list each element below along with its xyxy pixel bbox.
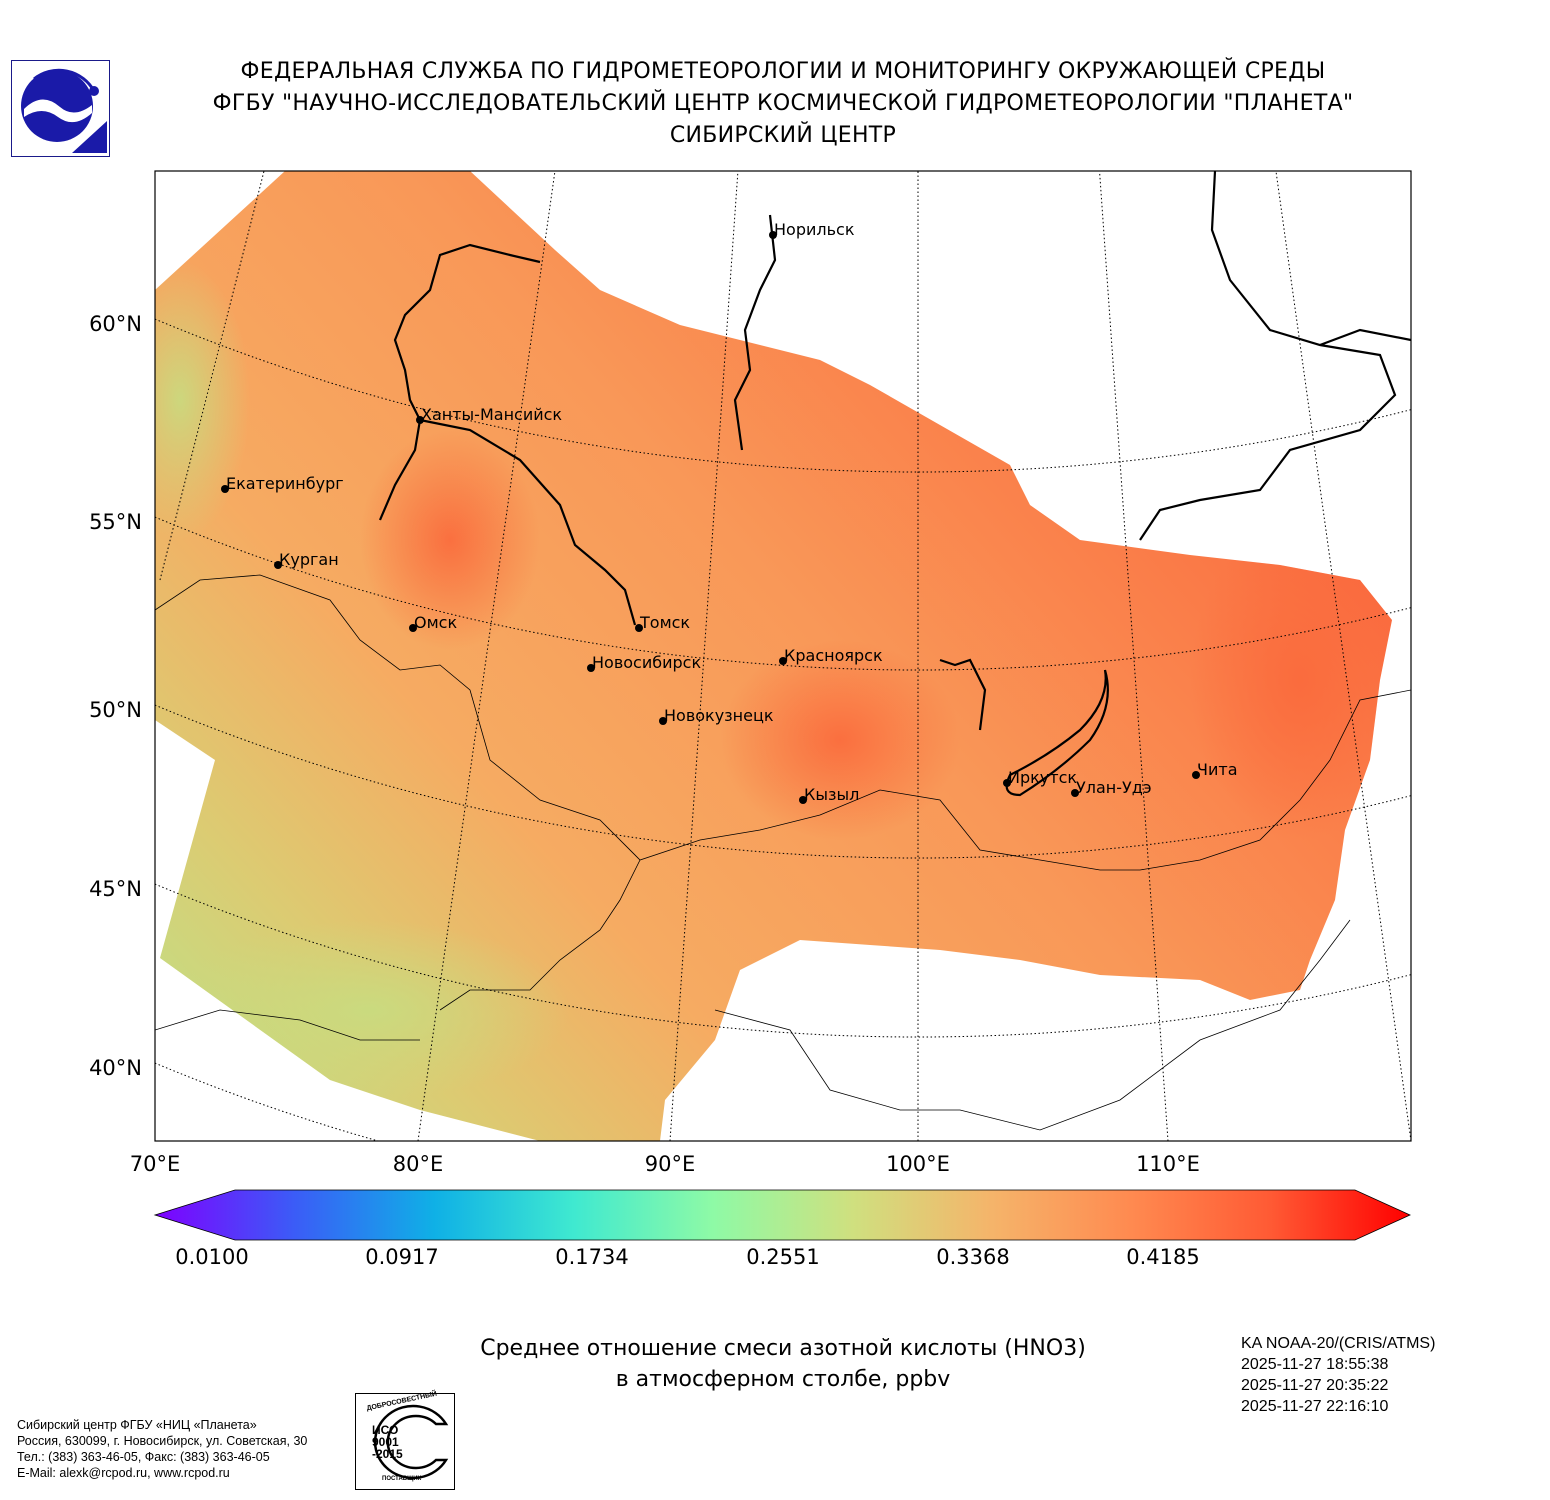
city-label: Екатеринбург — [226, 474, 344, 493]
city-label: Улан-Удэ — [1076, 778, 1152, 797]
caption-line-2: в атмосферном столбе, ppbv — [615, 1367, 951, 1392]
city-label: Ханты-Мансийск — [421, 405, 563, 424]
lon-label-80: 80°E — [392, 1152, 444, 1176]
satellite-name: KA NOAA-20/(CRIS/ATMS) — [1241, 1335, 1436, 1352]
footer-line: Сибирский центр ФГБУ «НИЦ «Планета» — [17, 1418, 257, 1432]
map-caption: Среднее отношение смеси азотной кислоты … — [380, 1333, 1186, 1395]
header-line-3: СИБИРСКИЙ ЦЕНТР — [669, 123, 897, 148]
footer-line: E-Mail: alexk@rcpod.ru, www.rcpod.ru — [17, 1466, 230, 1480]
footer-line: Тел.: (383) 363-46-05, Факс: (383) 363-4… — [17, 1450, 270, 1464]
city-dot-icon — [416, 416, 424, 424]
city-dot-icon — [221, 485, 229, 493]
city-dot-icon — [409, 624, 417, 632]
iso-bottom-text: ПОСТАВЩИК — [382, 1476, 422, 1482]
city-label: Кызыл — [804, 785, 860, 804]
planeta-logo — [11, 60, 110, 157]
city-dot-icon — [779, 657, 787, 665]
pass-time: 2025-11-27 18:55:38 — [1241, 1356, 1389, 1373]
colorbar-tick-0: 0.0100 — [175, 1245, 249, 1269]
city-dot-icon — [1003, 779, 1011, 787]
city-label: Новосибирск — [592, 653, 702, 672]
lat-label-45: 45°N — [89, 877, 142, 901]
lon-label-110: 110°E — [1136, 1152, 1200, 1176]
meridian-line — [417, 171, 556, 1141]
city-dot-icon — [1071, 789, 1079, 797]
caption-line-1: Среднее отношение смеси азотной кислоты … — [480, 1336, 1086, 1361]
meridian-line — [159, 171, 265, 581]
lat-label-55: 55°N — [89, 510, 142, 534]
city-label: Красноярск — [784, 646, 883, 665]
city-label: Чита — [1197, 760, 1238, 779]
colorbar-tick-5: 0.4185 — [1126, 1245, 1200, 1269]
colorbar-tick-1: 0.0917 — [365, 1245, 439, 1269]
city-label: Иркутск — [1008, 768, 1078, 787]
city-dot-icon — [799, 796, 807, 804]
graticule — [155, 171, 1411, 1141]
colorbar-tick-2: 0.1734 — [555, 1245, 629, 1269]
city-dot-icon — [659, 717, 667, 725]
footer-contacts: Сибирский центр ФГБУ «НИЦ «Планета» Росс… — [17, 1417, 307, 1481]
pass-time: 2025-11-27 22:16:10 — [1241, 1398, 1389, 1415]
colorbar-tick-4: 0.3368 — [936, 1245, 1010, 1269]
city-dot-icon — [1192, 771, 1200, 779]
city-dot-icon — [769, 231, 777, 239]
city-label: Томск — [640, 613, 691, 632]
satellite-info: KA NOAA-20/(CRIS/ATMS) 2025-11-27 18:55:… — [1241, 1333, 1435, 1417]
iso-center-text: ИСО 9001 -2015 — [372, 1423, 403, 1461]
colorbar-tick-3: 0.2551 — [746, 1245, 820, 1269]
lat-label-50: 50°N — [89, 698, 142, 722]
lat-label-40: 40°N — [89, 1056, 142, 1080]
city-label: Новокузнецк — [664, 706, 774, 725]
map-canvas — [154, 170, 1412, 1142]
hno3-field — [155, 171, 1392, 1141]
lon-label-100: 100°E — [886, 1152, 950, 1176]
city-dot-icon — [635, 624, 643, 632]
header-line-1: ФЕДЕРАЛЬНАЯ СЛУЖБА ПО ГИДРОМЕТЕОРОЛОГИИ … — [240, 59, 1326, 84]
lat-label-60: 60°N — [89, 312, 142, 336]
borders — [155, 574, 1411, 1131]
pass-time: 2025-11-27 20:35:22 — [1241, 1377, 1389, 1394]
city-label: Омск — [414, 613, 458, 632]
rivers-lakes — [378, 171, 1411, 797]
colorbar — [153, 1189, 1411, 1241]
iso-badge: ДОБРОСОВЕСТНЫЙ ИСО 9001 -2015 ПОСТАВЩИК — [355, 1391, 455, 1490]
lon-label-70: 70°E — [129, 1152, 181, 1176]
city-dot-icon — [274, 561, 282, 569]
city-label: Норильск — [774, 220, 855, 239]
city-dot-icon — [587, 664, 595, 672]
map-frame — [154, 170, 1412, 1142]
city-label: Курган — [279, 550, 339, 569]
header-line-2: ФГБУ "НАУЧНО-ИССЛЕДОВАТЕЛЬСКИЙ ЦЕНТР КОС… — [212, 91, 1354, 116]
footer-line: Россия, 630099, г. Новосибирск, ул. Сове… — [17, 1434, 308, 1448]
lon-label-90: 90°E — [644, 1152, 696, 1176]
